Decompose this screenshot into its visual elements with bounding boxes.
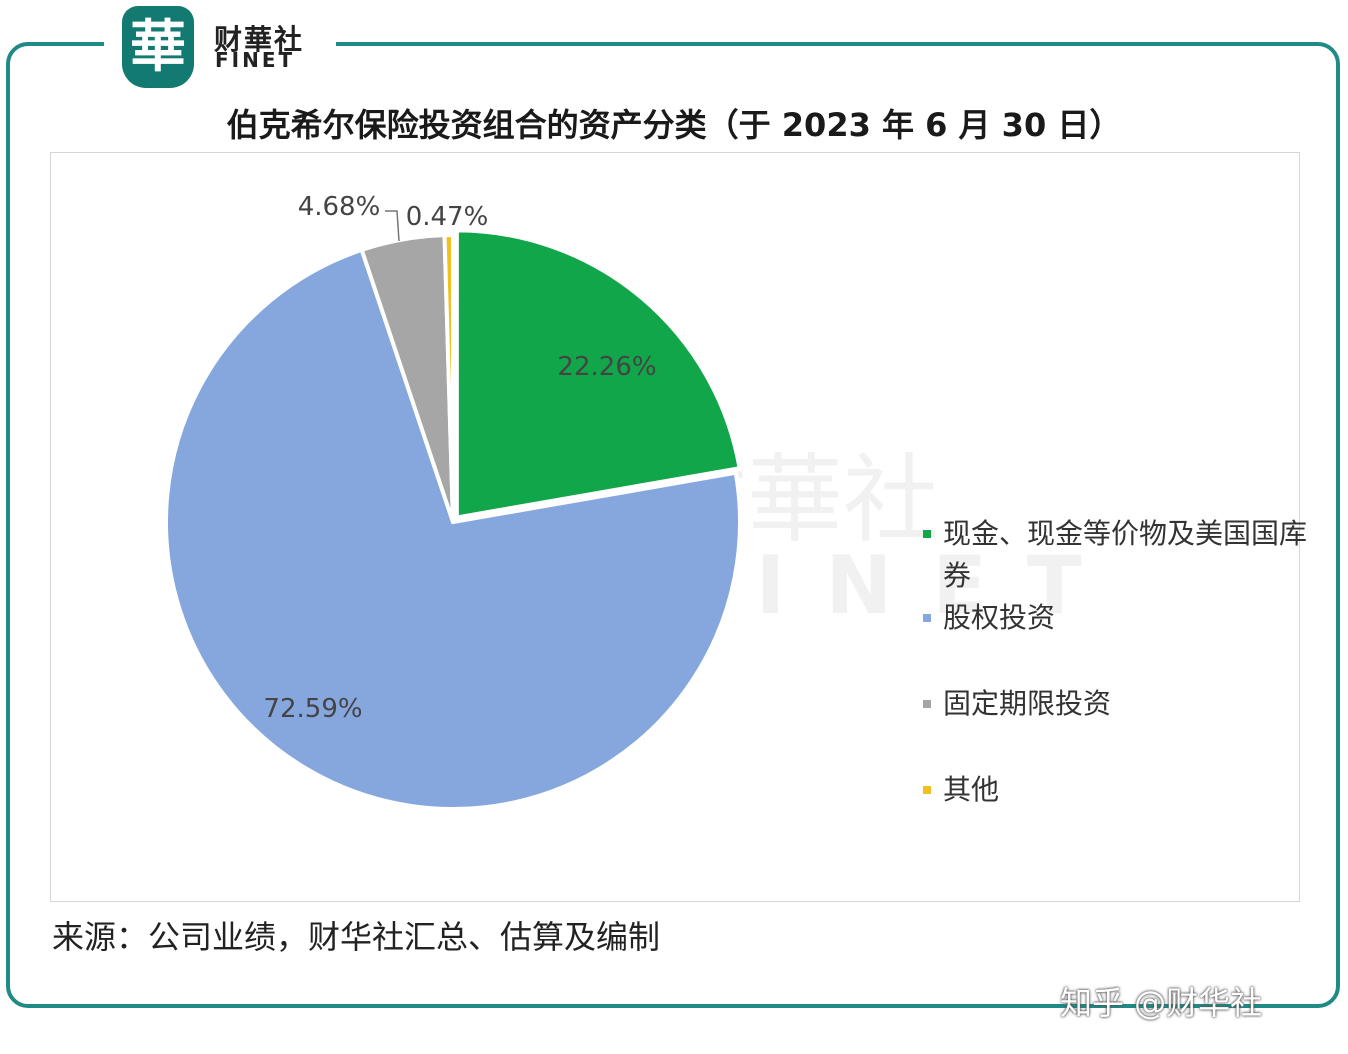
legend-swatch-other [923,786,931,794]
legend-item-other: 其他 [919,769,1323,811]
legend-item-cash: 现金、现金等价物及美国国库券 [919,513,1323,597]
data-label-cash: 22.26% [557,352,656,382]
finet-logo-icon: 華 [122,6,194,88]
legend-swatch-equity [923,614,931,622]
legend-swatch-fixed-maturity [923,700,931,708]
data-label-other: 0.47% [406,202,489,232]
logo-text-en: FINET [215,48,296,72]
chart-title: 伯克希尔保险投资组合的资产分类（于 2023 年 6 月 30 日） [226,106,1122,144]
legend-swatch-cash [923,530,931,538]
card-frame [6,42,1340,1008]
data-label-equity: 72.59% [263,694,362,724]
logo-text-cn: 财華社 [214,23,305,56]
label-leader-line [385,210,400,242]
data-label-fixed-maturity: 4.68% [298,192,381,222]
chart-area: 财華社 FINET 22.26% 72.59% 4.68% 0.47% 现金、现金等价物及… [50,152,1307,902]
legend-item-fixed-maturity: 固定期限投资 [919,683,1323,725]
legend-label-fixed-maturity: 固定期限投资 [943,687,1112,720]
pie-slice-other [442,232,455,523]
pie-slice-equity [164,247,742,811]
watermark: 知乎 @财华社 [1060,984,1263,1022]
pie-slice-cash [454,228,742,520]
legend-label-other: 其他 [943,773,1000,806]
source-note: 来源：公司业绩，财华社汇总、估算及编制 [52,918,661,956]
legend-item-equity: 股权投资 [919,597,1323,639]
legend-label-equity: 股权投资 [943,601,1056,634]
legend-label-cash: 现金、现金等价物及美国国库券 [943,517,1308,592]
